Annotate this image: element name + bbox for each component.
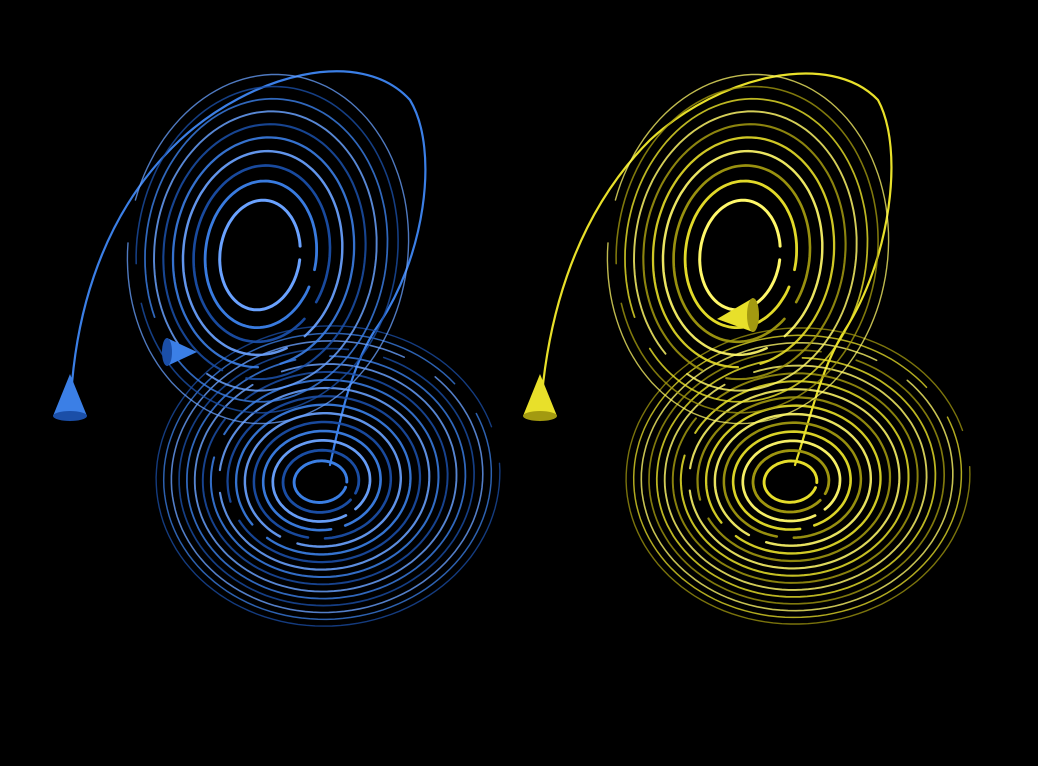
blue-lower-ring-4 [271,439,372,523]
blue-end-cone-icon [162,338,197,366]
yellow-lower-ring-4 [741,439,842,523]
blue-lower-ring-17 [162,332,493,621]
blue-end-cone-base [162,338,172,366]
blue-lorenz-attractor [53,70,501,627]
yellow-lower-ring-16 [640,342,954,612]
blue-lower-ring-2 [292,459,349,504]
yellow-upper-ring-10 [606,73,890,425]
yellow-upper-ring-5 [651,136,836,369]
blue-upper-ring-7 [153,110,378,392]
yellow-lower-ring-12 [671,372,919,584]
blue-upper-ring-2 [203,179,319,330]
yellow-start-cone-icon [523,374,557,421]
blue-upper-ring-3 [192,164,332,344]
yellow-end-cone-base [747,298,759,332]
yellow-lorenz-attractor [523,72,971,625]
yellow-lower-ring-17 [632,334,963,619]
blue-upper-ring-5 [171,136,356,369]
blue-upper-ring-1 [218,198,302,312]
yellow-lower-ring-11 [679,380,910,577]
blue-lower-ring-3 [281,448,361,514]
yellow-lower-spiral [625,327,971,625]
yellow-end-cone-icon [717,298,759,332]
blue-start-cone-base [53,411,87,421]
yellow-upper-ring-4 [661,149,824,357]
blue-upper-ring-4 [181,149,344,357]
blue-lower-ring-18 [155,325,501,627]
yellow-end-cone-highlight [717,298,753,319]
yellow-start-cone-base [523,411,557,421]
blue-lower-ring-7 [243,411,403,548]
yellow-lower-ring-8 [704,404,882,555]
blue-lower-ring-6 [252,420,393,540]
yellow-upper-ring-6 [642,123,847,381]
blue-start-cone-icon [53,374,87,421]
yellow-lower-ring-3 [751,449,831,514]
yellow-start-cone-body [523,374,557,416]
blue-lower-spiral [155,325,501,627]
blue-upper-ring-6 [162,123,367,381]
yellow-lower-ring-5 [731,430,852,531]
blue-upper-ring-10 [126,73,410,425]
yellow-end-cone-body [717,298,753,332]
blue-start-cone-highlight [53,374,70,416]
blue-lower-ring-11 [209,378,440,579]
yellow-upper-ring-8 [624,97,869,403]
blue-lower-ring-12 [201,370,449,586]
yellow-lower-ring-13 [663,364,928,591]
blue-lower-ring-14 [186,355,467,600]
yellow-lower-ring-6 [722,421,863,539]
blue-start-cone-body [53,374,87,416]
blue-upper-spiral [126,73,410,425]
blue-spiral-core [306,471,334,493]
yellow-start-cone-highlight [523,374,540,416]
blue-upper-ring-9 [135,85,399,414]
yellow-lower-ring-10 [688,388,901,570]
yellow-lower-ring-14 [655,357,937,598]
blue-lower-ring-8 [234,403,412,556]
blue-end-cone-body [167,338,197,366]
blue-lower-ring-13 [193,363,458,593]
blue-lower-ring-16 [170,340,484,614]
yellow-lower-ring-15 [648,349,946,605]
yellow-lower-ring-2 [762,459,819,504]
yellow-spiral-core [776,471,804,493]
yellow-lower-ring-7 [713,412,873,547]
blue-lower-ring-15 [178,347,475,607]
blue-end-cone-highlight [167,338,197,352]
yellow-upper-ring-3 [672,164,812,344]
blue-upper-ring-8 [144,97,389,403]
blue-start-tail [68,70,427,467]
yellow-upper-ring-7 [633,110,858,392]
yellow-lower-ring-9 [696,396,892,563]
yellow-upper-ring-9 [615,85,879,414]
blue-lower-ring-5 [261,429,382,532]
blue-lower-ring-10 [218,386,431,571]
